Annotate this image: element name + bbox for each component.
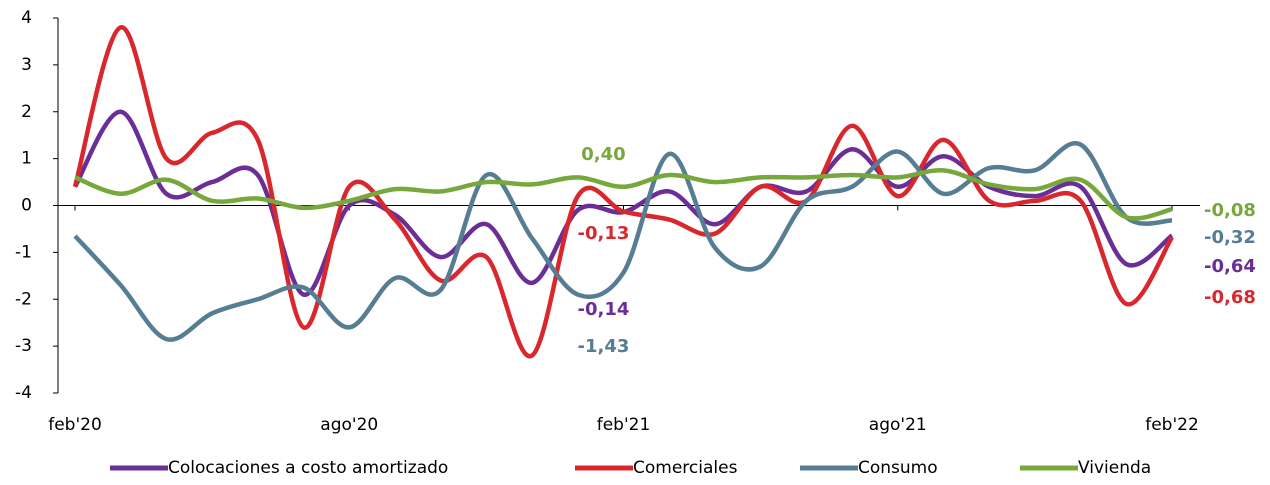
line-series: [74, 168, 1173, 221]
line-series: [72, 25, 1174, 359]
y-tick-label: -2: [15, 289, 32, 309]
value-label: -1,43: [578, 336, 630, 357]
value-label: -0,68: [1204, 287, 1256, 308]
value-label: -0,14: [578, 299, 630, 320]
x-tick-label: ago'21: [869, 415, 927, 435]
legend-label: Colocaciones a costo amortizado: [168, 458, 448, 478]
value-label: -0,32: [1204, 227, 1256, 248]
x-tick-label: ago'20: [320, 415, 378, 435]
value-label: -0,08: [1204, 200, 1256, 221]
line-series: [73, 141, 1173, 342]
y-tick-label: 4: [21, 8, 32, 28]
value-label: -0,13: [578, 223, 630, 244]
x-tick-label: feb'21: [597, 415, 651, 435]
legend-label: Comerciales: [633, 458, 738, 478]
legend-label: Vivienda: [1078, 458, 1151, 478]
x-tick-label: feb'22: [1145, 415, 1199, 435]
legend-label: Consumo: [858, 458, 938, 478]
x-tick-label: feb'20: [48, 415, 102, 435]
value-label: 0,40: [581, 144, 625, 165]
y-tick-label: 2: [21, 102, 32, 122]
y-tick-label: 3: [21, 55, 32, 75]
value-label: -0,64: [1204, 256, 1256, 277]
y-tick-label: -3: [15, 336, 32, 356]
y-tick-label: -1: [15, 242, 32, 262]
y-tick-label: 1: [21, 149, 32, 169]
y-tick-label: 0: [21, 196, 32, 216]
y-tick-label: -4: [15, 383, 32, 403]
